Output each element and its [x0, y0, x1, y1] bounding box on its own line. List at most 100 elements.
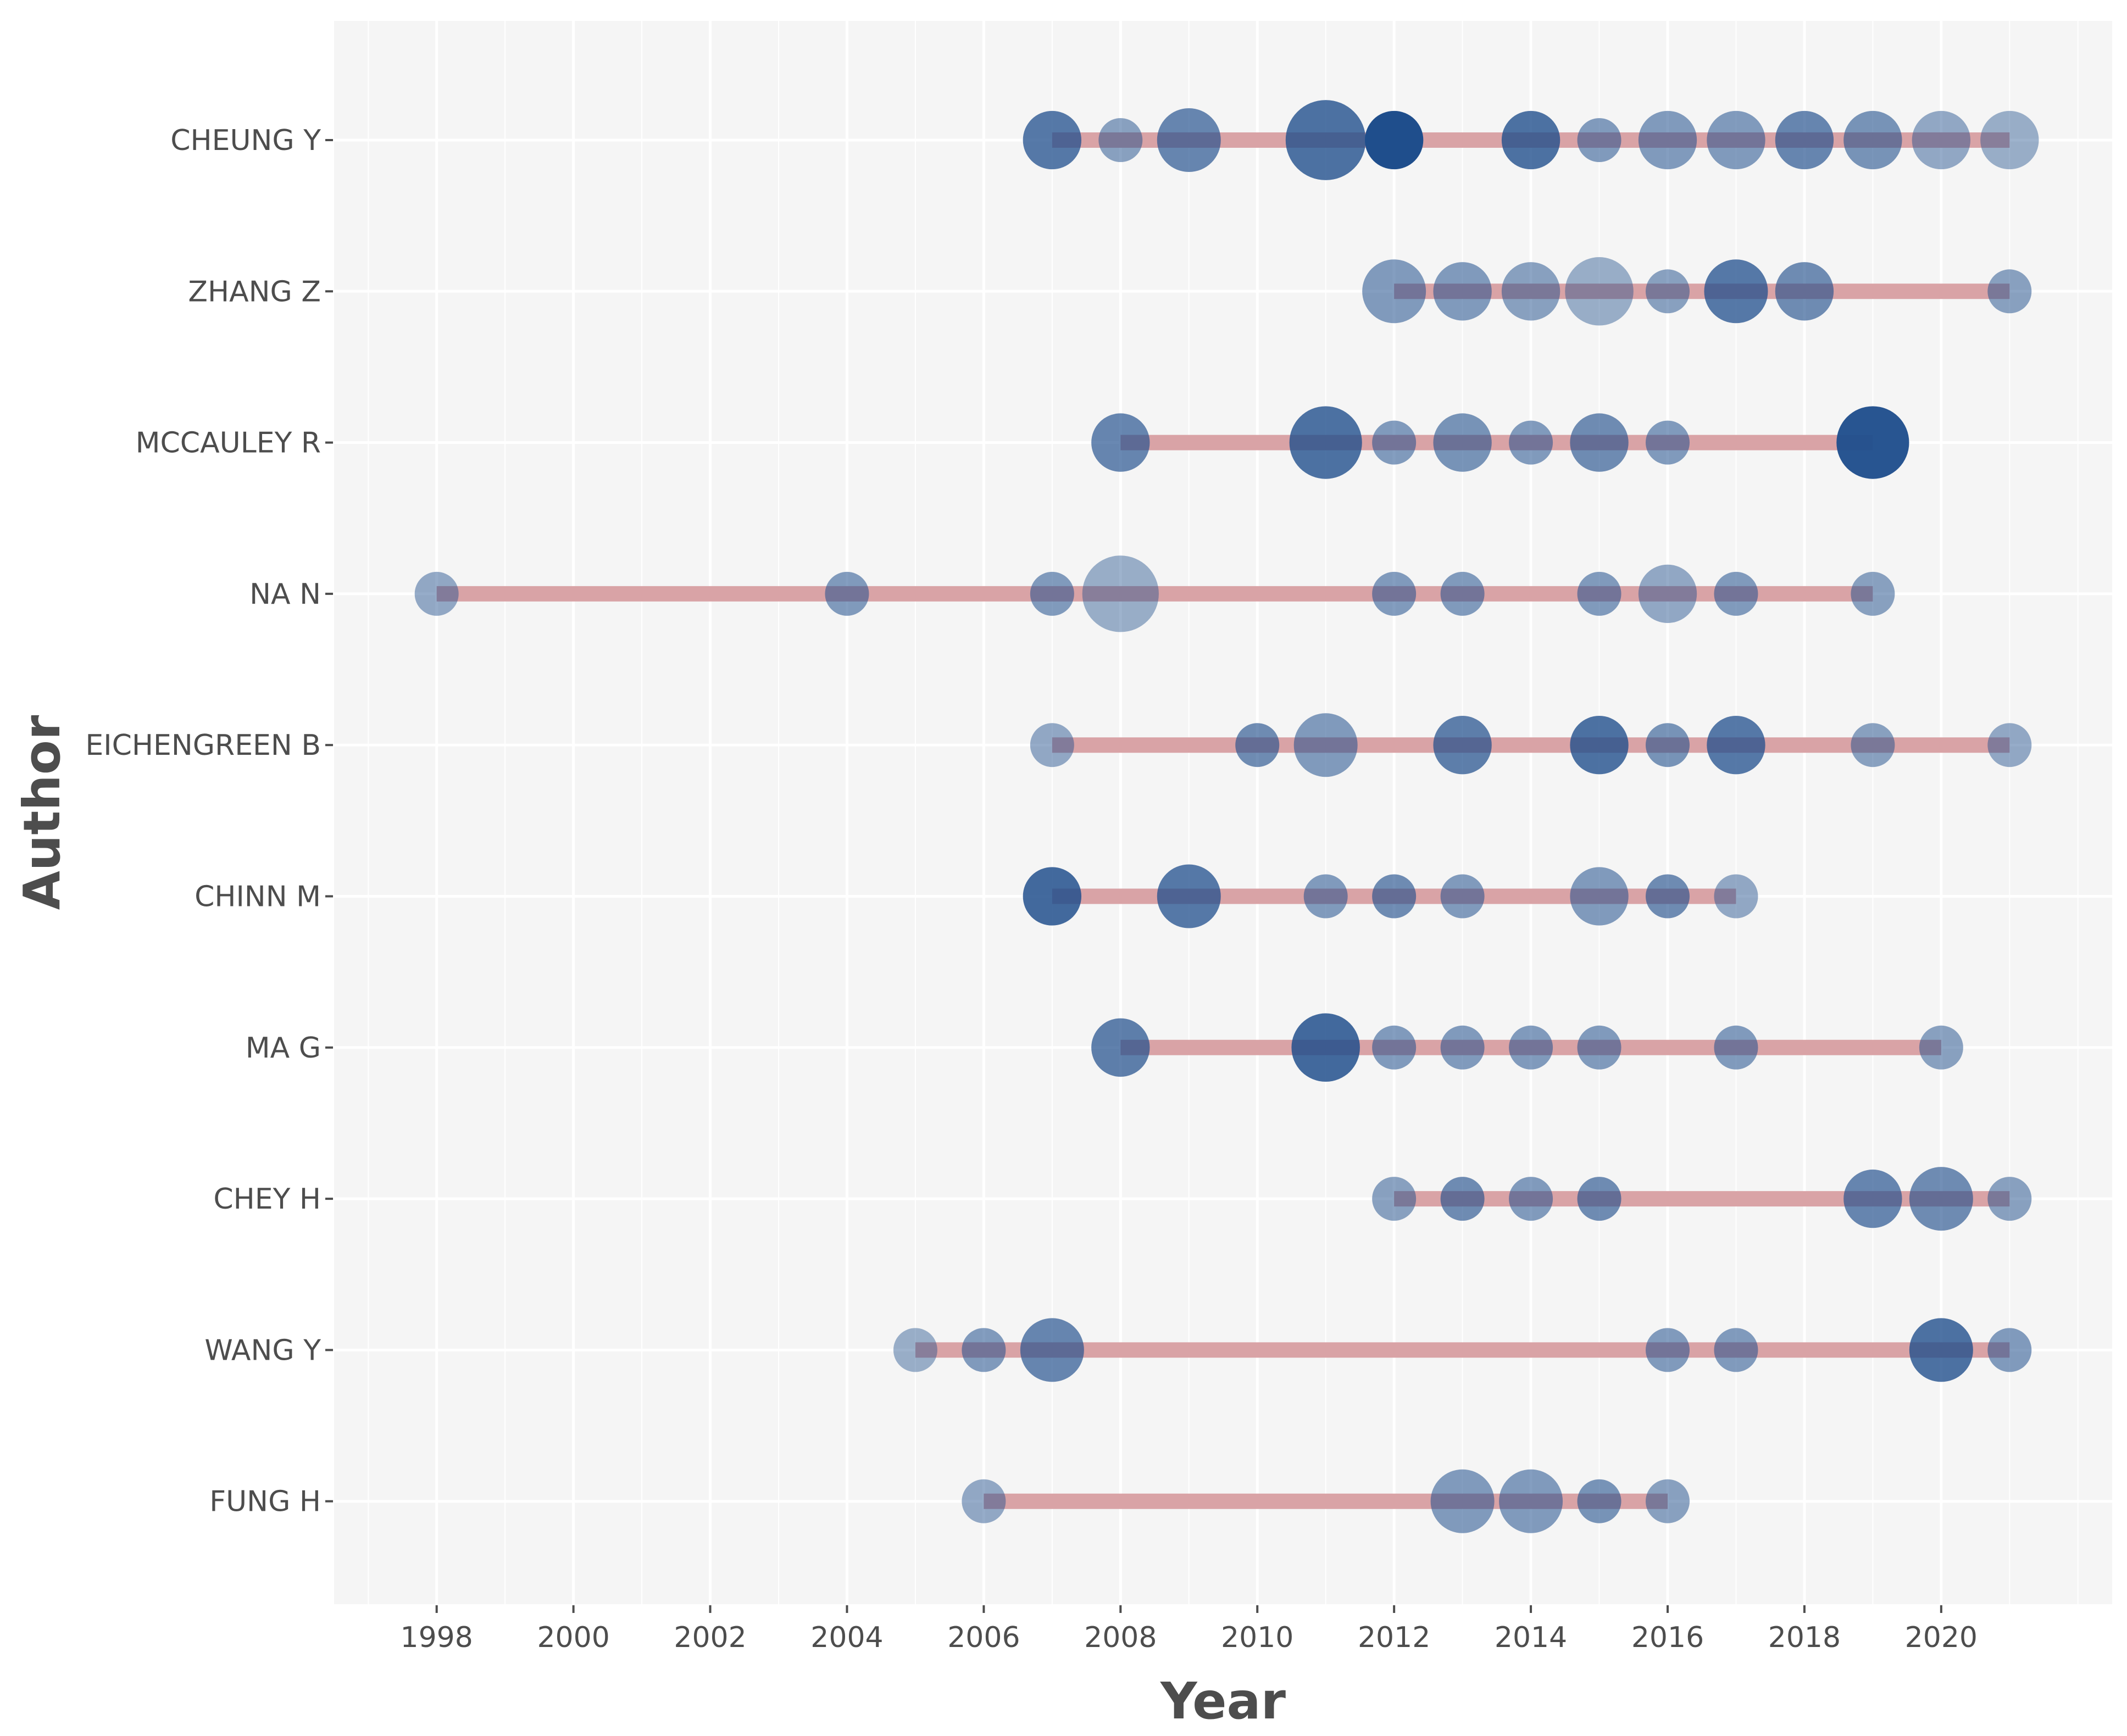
author-row-series: [893, 1318, 2032, 1382]
publication-point: [1509, 1177, 1553, 1221]
publication-point: [1851, 723, 1895, 767]
publication-point: [1638, 564, 1697, 624]
publication-point: [1714, 1328, 1758, 1372]
publication-point: [1157, 864, 1221, 928]
publication-point: [1577, 1177, 1621, 1221]
publication-point: [1707, 110, 1765, 170]
publication-point: [1919, 1025, 1963, 1070]
publication-point: [1646, 420, 1690, 465]
author-row-series: [962, 1469, 1690, 1533]
x-tick-label: 2014: [1495, 1621, 1567, 1654]
publication-point: [1082, 555, 1159, 632]
publication-point: [1570, 413, 1629, 472]
publication-point: [1433, 262, 1492, 321]
publication-point: [1577, 118, 1621, 162]
author-timelines: [414, 100, 2039, 1533]
publication-point: [1023, 110, 1082, 170]
publication-point: [1030, 723, 1074, 767]
publication-point: [1646, 874, 1690, 919]
publication-point: [1987, 269, 2032, 314]
x-tick-label: 2006: [947, 1621, 1020, 1654]
publication-point: [1433, 716, 1492, 775]
publication-point: [1098, 118, 1143, 162]
publication-point: [1851, 571, 1895, 616]
publication-point: [1440, 571, 1485, 616]
publication-point: [1843, 1169, 1902, 1228]
publication-point: [1289, 406, 1362, 479]
author-row-series: [1372, 1167, 2032, 1231]
publication-point: [1030, 571, 1074, 616]
y-tick-label: MCCAULEY R: [136, 427, 321, 460]
x-tick-label: 2008: [1084, 1621, 1157, 1654]
publication-point: [1091, 1018, 1150, 1077]
publication-point: [1501, 262, 1560, 321]
x-tick-label: 2000: [537, 1621, 609, 1654]
x-tick-label: 2010: [1221, 1621, 1293, 1654]
author-row-series: [1023, 100, 2039, 180]
plot-background: [334, 21, 2112, 1604]
publication-point: [1646, 269, 1690, 314]
publication-point: [1775, 262, 1834, 321]
publication-point: [1836, 406, 1909, 479]
x-tick-label: 2018: [1768, 1621, 1841, 1654]
publication-point: [1707, 716, 1765, 775]
publication-point: [1091, 413, 1150, 472]
publication-point: [1440, 874, 1485, 919]
publication-point: [1362, 259, 1426, 324]
y-tick-label: ZHANG Z: [188, 275, 321, 308]
y-tick-label: MA G: [246, 1032, 321, 1065]
publication-point: [1843, 110, 1902, 170]
publication-point: [893, 1328, 937, 1372]
publication-point: [1430, 1469, 1495, 1533]
publication-point: [1364, 110, 1424, 170]
publication-point: [1704, 259, 1768, 324]
author-row-series: [414, 555, 1895, 632]
publication-point: [1577, 1025, 1621, 1070]
author-row-series: [1091, 406, 1909, 479]
publication-point: [1565, 257, 1634, 326]
y-tick-label: NA N: [249, 578, 321, 611]
publication-point: [1157, 108, 1221, 172]
publication-point: [825, 571, 869, 616]
publication-point: [1509, 1025, 1553, 1070]
publication-point: [1646, 1479, 1690, 1523]
publication-point: [1912, 110, 1971, 170]
publication-point: [1509, 420, 1553, 465]
publication-point: [1372, 571, 1417, 616]
x-axis: 1998 2000 2002 2004 2006 2008 2010 2012 2014 2016…: [401, 1605, 1978, 1654]
publication-point: [1372, 420, 1417, 465]
y-axis-title: Author: [13, 715, 71, 910]
publication-point: [1372, 1177, 1417, 1221]
publication-point: [1020, 1318, 1084, 1382]
author-row-series: [1030, 713, 2032, 777]
publication-point: [1987, 1177, 2032, 1221]
x-tick-label: 2012: [1358, 1621, 1430, 1654]
publication-point: [1577, 571, 1621, 616]
publication-point: [1440, 1177, 1485, 1221]
publication-point: [1714, 874, 1758, 919]
publication-point: [1987, 723, 2032, 767]
publication-point: [1646, 1328, 1690, 1372]
x-tick-label: 2016: [1631, 1621, 1704, 1654]
x-tick-label: 1998: [401, 1621, 473, 1654]
publication-point: [962, 1328, 1006, 1372]
publication-point: [1235, 723, 1280, 767]
publication-point: [1285, 100, 1366, 180]
y-axis: CHEUNG Y ZHANG Z MCCAULEY R NA N EICHENGREEN…: [85, 124, 333, 1518]
publication-point: [962, 1479, 1006, 1523]
publication-point: [1293, 713, 1358, 777]
publication-point: [1433, 413, 1492, 472]
x-tick-label: 2002: [674, 1621, 746, 1654]
publication-point: [1372, 1025, 1417, 1070]
publication-point: [1372, 874, 1417, 919]
x-tick-label: 2004: [810, 1621, 883, 1654]
publication-point: [1023, 867, 1082, 926]
publication-point: [1303, 874, 1348, 919]
publication-point: [1909, 1167, 1973, 1231]
y-tick-label: EICHENGREEN B: [85, 729, 321, 762]
author-row-series: [1091, 1013, 1963, 1082]
author-row-series: [1023, 864, 1758, 928]
publication-point: [1499, 1469, 1563, 1533]
